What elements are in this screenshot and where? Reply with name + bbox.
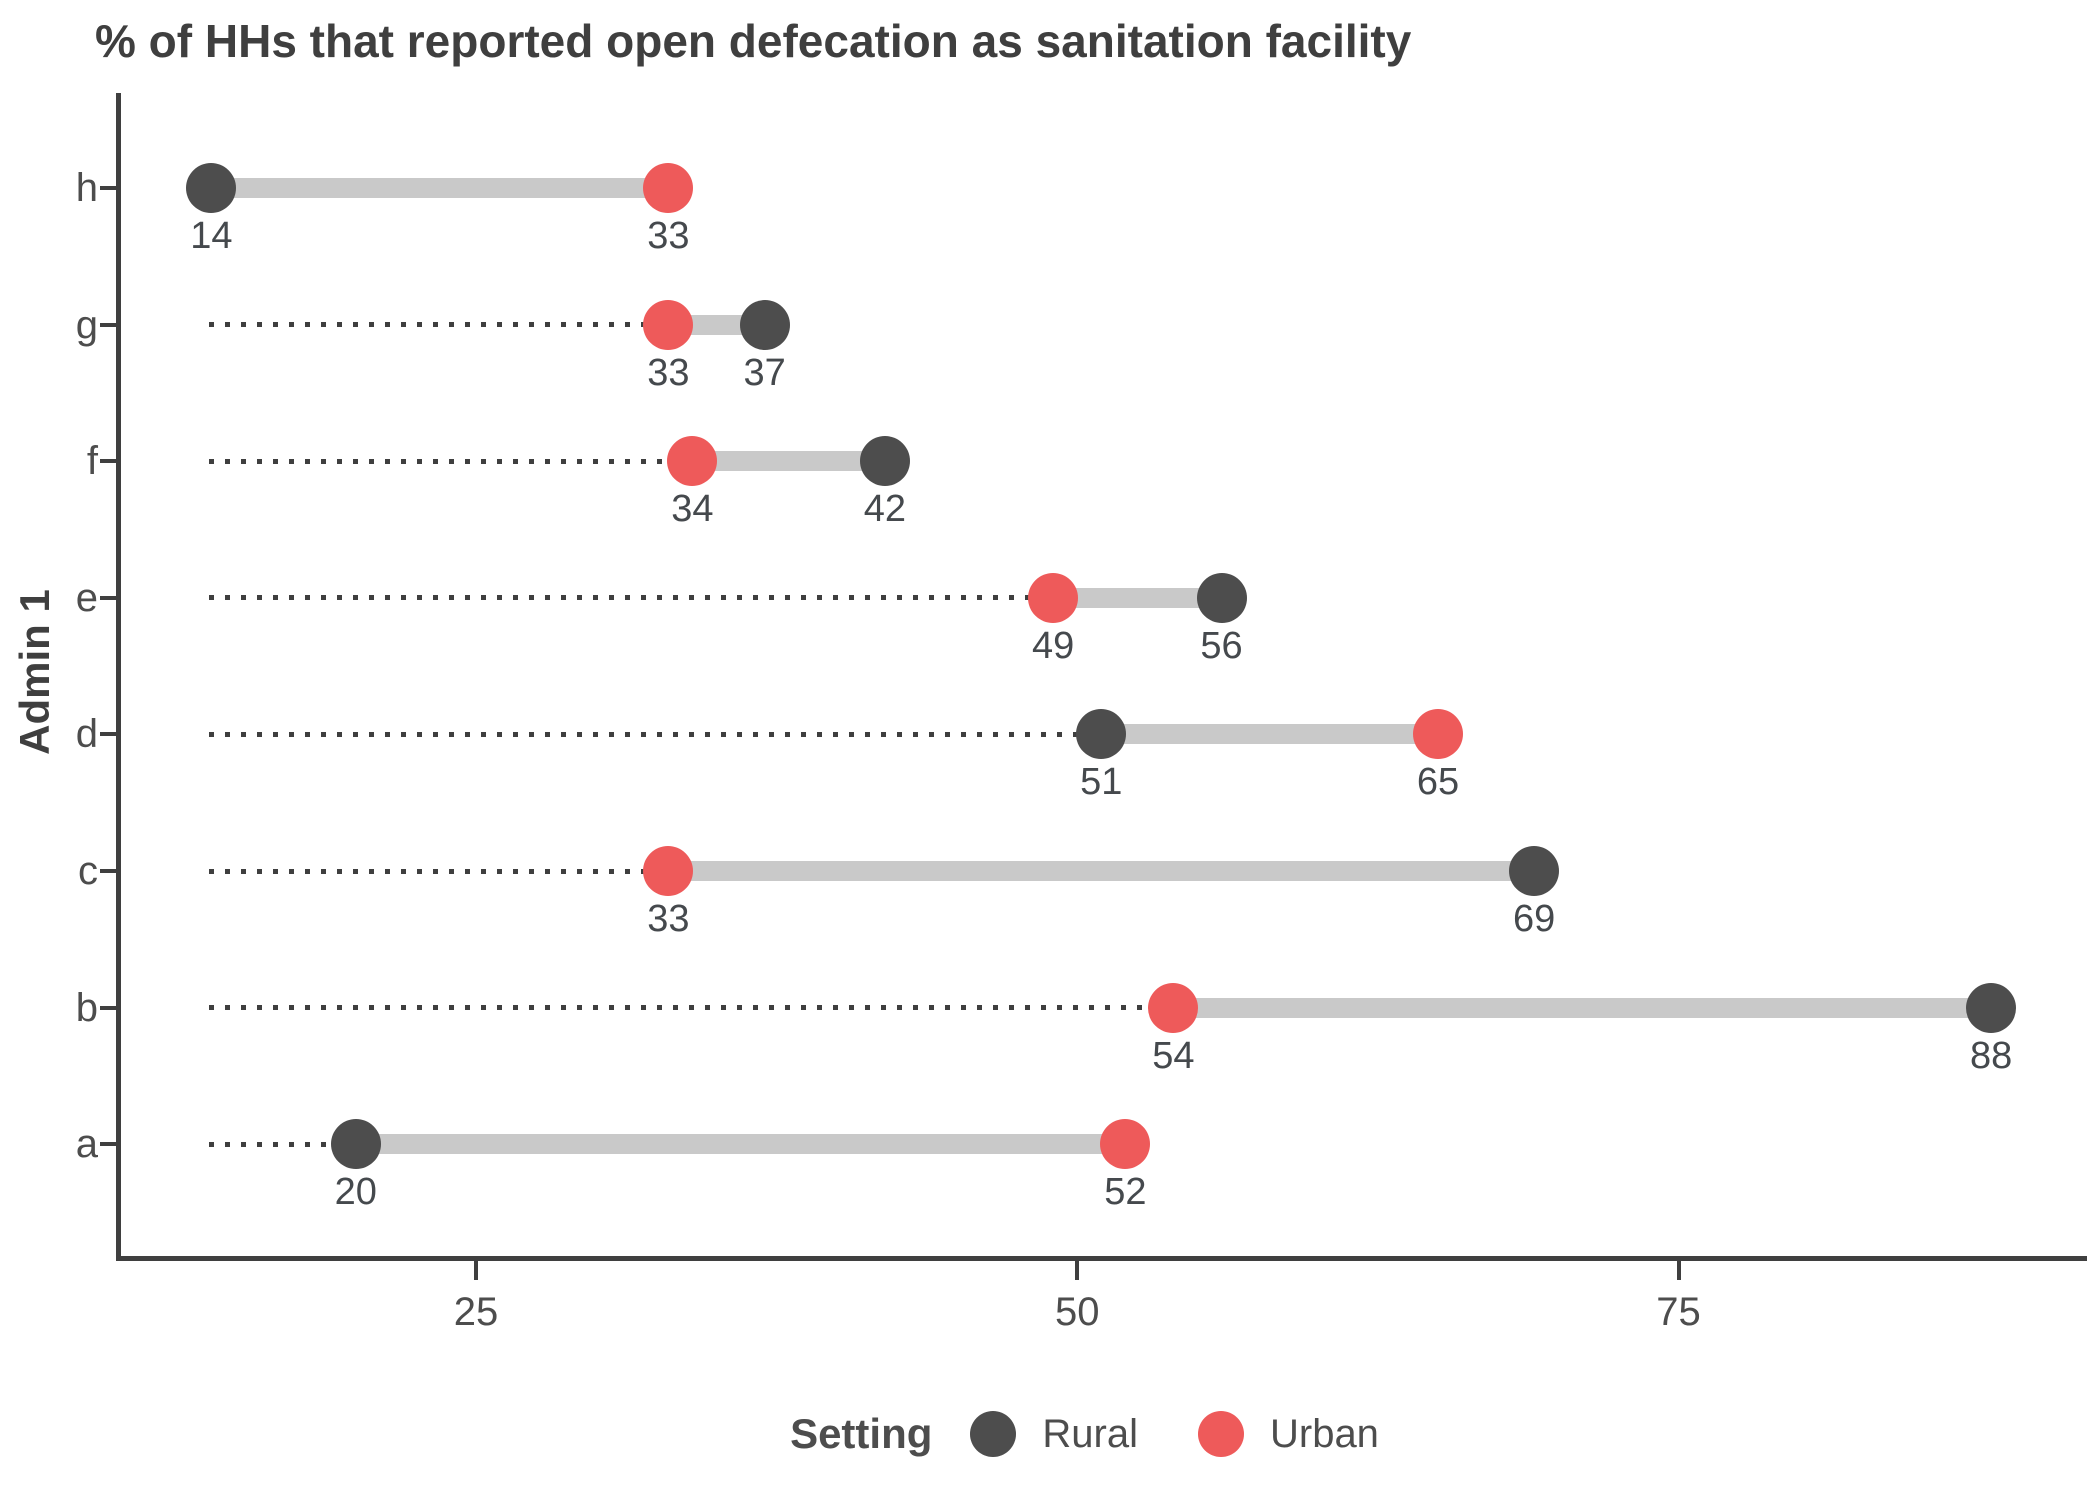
rural-value-label: 88	[1970, 1034, 2013, 1077]
rural-value-label: 56	[1200, 624, 1243, 667]
leader-dotted-line	[209, 595, 1054, 601]
urban-dot	[667, 436, 718, 487]
rural-value-label: 37	[743, 351, 786, 394]
y-category-label: f	[86, 439, 98, 484]
rural-dot	[1966, 982, 2017, 1033]
y-category-label: d	[75, 712, 98, 757]
rural-dot	[1196, 572, 1247, 623]
legend-rural-dot	[970, 1411, 1017, 1457]
urban-value-label: 33	[647, 351, 690, 394]
y-tick-mark	[100, 322, 119, 327]
leader-dotted-line	[209, 1005, 1174, 1011]
y-tick-mark	[100, 1142, 119, 1147]
x-tick-mark	[474, 1261, 478, 1280]
x-tick-label: 50	[1055, 1290, 1100, 1334]
dumbbell-connector	[1101, 724, 1438, 745]
y-category-label: a	[75, 1122, 98, 1167]
x-tick-mark	[1676, 1261, 1681, 1280]
urban-value-label: 52	[1104, 1171, 1147, 1214]
rural-value-label: 51	[1080, 761, 1123, 804]
y-category-label: h	[75, 166, 98, 210]
urban-dot	[1413, 709, 1463, 760]
legend-rural-label: Rural	[1042, 1411, 1138, 1456]
urban-dot	[643, 846, 694, 896]
y-category-label: b	[75, 985, 98, 1030]
legend-urban-dot	[1197, 1411, 1244, 1457]
x-tick-label: 25	[453, 1290, 499, 1334]
y-tick-mark	[100, 732, 119, 737]
rural-dot	[330, 1119, 381, 1170]
y-category-label: g	[75, 302, 98, 347]
y-category-label: e	[75, 575, 98, 620]
y-tick-mark	[100, 869, 119, 873]
urban-dot	[1148, 982, 1199, 1033]
urban-value-label: 34	[671, 488, 714, 531]
y-axis-line	[116, 93, 121, 1261]
leader-dotted-line	[209, 458, 693, 464]
y-tick-mark	[100, 595, 119, 600]
urban-value-label: 33	[647, 215, 690, 257]
legend: Setting Rural Urban	[118, 1402, 2085, 1466]
rural-dot	[1509, 846, 1560, 896]
leader-dotted-line	[209, 868, 669, 874]
dumbbell-connector	[1173, 997, 1992, 1018]
y-category-label: c	[78, 849, 98, 893]
urban-dot	[643, 299, 694, 350]
rural-dot	[739, 299, 790, 350]
urban-dot	[1100, 1119, 1151, 1170]
x-tick-label: 75	[1656, 1290, 1701, 1334]
dumbbell-connector	[668, 861, 1535, 881]
y-tick-mark	[100, 1005, 119, 1010]
urban-value-label: 54	[1152, 1034, 1195, 1077]
leader-dotted-line	[209, 731, 1102, 737]
rural-value-label: 20	[334, 1171, 377, 1214]
chart-title: % of HHs that reported open defecation a…	[95, 15, 1412, 67]
rural-value-label: 69	[1513, 898, 1556, 940]
dumbbell-connector	[355, 1134, 1126, 1155]
urban-value-label: 49	[1032, 624, 1075, 667]
dumbbell-connector	[692, 451, 885, 472]
leader-dotted-line	[209, 322, 669, 328]
rural-dot	[1076, 709, 1127, 760]
rural-dot	[859, 436, 910, 487]
y-tick-mark	[100, 186, 119, 190]
rural-value-label: 14	[190, 215, 233, 257]
urban-value-label: 65	[1416, 761, 1460, 804]
x-axis-line	[116, 1256, 2087, 1261]
legend-entries: Rural Urban	[970, 1411, 1413, 1457]
rural-value-label: 42	[863, 488, 906, 531]
y-tick-mark	[100, 459, 119, 464]
leader-dotted-line	[209, 1141, 356, 1147]
dumbbell-connector	[211, 178, 669, 198]
dumbbell-connector	[1053, 587, 1222, 608]
x-tick-mark	[1075, 1261, 1080, 1280]
legend-title: Setting	[790, 1410, 933, 1457]
urban-dot	[643, 163, 694, 213]
legend-urban-label: Urban	[1269, 1411, 1379, 1456]
rural-dot	[186, 163, 237, 213]
urban-dot	[1028, 572, 1079, 623]
urban-value-label: 33	[647, 898, 690, 940]
